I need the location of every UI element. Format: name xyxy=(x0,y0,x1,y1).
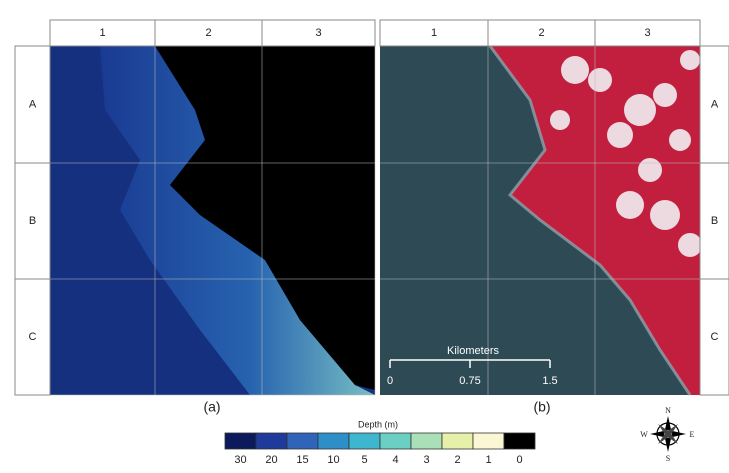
legend-title: Depth (m) xyxy=(358,419,398,429)
legend-swatch xyxy=(287,433,318,449)
row-label: C xyxy=(711,331,719,343)
legend-label: 3 xyxy=(423,454,429,466)
scale-title: Kilometers xyxy=(447,345,499,357)
legend-swatch xyxy=(442,433,473,449)
legend-swatch xyxy=(504,433,535,449)
scale-label: 0.75 xyxy=(459,375,480,387)
row-label: A xyxy=(29,98,37,110)
compass-s: S xyxy=(666,454,670,463)
column-label: 2 xyxy=(205,27,211,39)
satellite-image: Kilometers 0 0.75 1.5 xyxy=(380,46,702,395)
legend-swatch xyxy=(225,433,256,449)
legend-label: 4 xyxy=(392,454,398,466)
row-label: A xyxy=(711,98,719,110)
legend-label: 15 xyxy=(296,454,308,466)
legend-swatch xyxy=(318,433,349,449)
legend-label: 0 xyxy=(516,454,522,466)
figure: Kilometers 0 0.75 1.5 1 2 3 A B C 1 2 3 A B C (a) (… xyxy=(0,0,729,468)
scale-label: 1.5 xyxy=(542,375,557,387)
column-label: 1 xyxy=(431,27,437,39)
column-label: 3 xyxy=(644,27,650,39)
row-label: C xyxy=(29,331,37,343)
legend-swatch xyxy=(411,433,442,449)
legend-label: 30 xyxy=(234,454,246,466)
compass-n: N xyxy=(665,406,671,415)
legend-label: 5 xyxy=(361,454,367,466)
column-label: 2 xyxy=(538,27,544,39)
legend-label: 2 xyxy=(454,454,460,466)
compass-w: W xyxy=(640,430,648,439)
compass: N S E W xyxy=(640,406,694,463)
legend-label: 10 xyxy=(327,454,339,466)
row-label: B xyxy=(29,215,36,227)
caption: (b) xyxy=(533,399,550,415)
caption: (a) xyxy=(203,399,220,415)
column-label: 1 xyxy=(99,27,105,39)
legend-swatch xyxy=(473,433,504,449)
scale-label: 0 xyxy=(387,375,393,387)
legend-label: 1 xyxy=(485,454,491,466)
legend-swatch xyxy=(256,433,287,449)
legend-swatch xyxy=(349,433,380,449)
row-label: B xyxy=(711,215,718,227)
legend-swatch xyxy=(380,433,411,449)
legend-label: 20 xyxy=(265,454,277,466)
compass-e: E xyxy=(690,430,695,439)
depth-map xyxy=(50,46,375,395)
column-label: 3 xyxy=(315,27,321,39)
